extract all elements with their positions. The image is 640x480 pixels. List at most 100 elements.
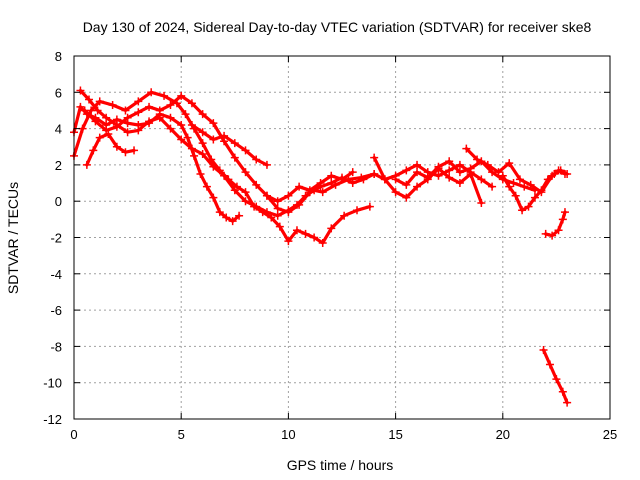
data-point-marker <box>166 124 175 133</box>
data-point-marker <box>284 208 293 217</box>
data-point-marker <box>327 171 336 180</box>
data-point-marker <box>155 106 164 115</box>
series-trace-5 <box>82 130 139 169</box>
data-point-marker <box>230 139 239 148</box>
data-point-marker <box>241 197 250 206</box>
data-point-marker <box>434 171 443 180</box>
data-point-marker <box>520 182 529 191</box>
data-point-marker <box>445 173 454 182</box>
data-point-marker <box>241 188 250 197</box>
y-tick-label: 8 <box>55 49 62 64</box>
data-point-marker <box>292 226 301 235</box>
data-point-marker <box>273 204 282 213</box>
data-point-marker <box>348 168 357 177</box>
data-point-marker <box>301 229 310 238</box>
data-point-marker <box>112 142 121 151</box>
data-point-marker <box>348 179 357 188</box>
data-point-marker <box>402 193 411 202</box>
data-point-marker <box>340 211 349 220</box>
data-point-marker <box>498 171 507 180</box>
y-tick-labels: 8 6 4 2 0 -2 -4 -6 -8 -10 -12 <box>43 49 62 427</box>
data-point-marker <box>466 164 475 173</box>
series-line <box>464 147 567 194</box>
data-point-marker <box>353 206 362 215</box>
series-line <box>190 123 269 167</box>
data-point-marker <box>318 188 327 197</box>
data-point-marker <box>488 182 497 191</box>
data-point-marker <box>85 95 94 104</box>
series-trace-9 <box>391 157 539 195</box>
data-point-marker <box>445 166 454 175</box>
data-point-marker <box>262 191 271 200</box>
x-tick-label: 0 <box>70 427 77 442</box>
data-point-marker <box>550 169 559 178</box>
data-point-marker <box>558 215 567 224</box>
series-trace-12 <box>541 208 569 240</box>
series-trace-2 <box>70 88 374 247</box>
axis-ticks <box>73 55 611 420</box>
data-point-marker <box>554 226 563 235</box>
data-point-marker <box>477 199 486 208</box>
data-point-marker <box>177 91 186 100</box>
data-point-marker <box>284 191 293 200</box>
data-point-marker <box>413 182 422 191</box>
data-point-marker <box>241 146 250 155</box>
data-point-marker <box>230 153 239 162</box>
data-point-marker <box>209 119 218 128</box>
x-tick-label: 10 <box>281 427 295 442</box>
series-trace-11 <box>498 166 572 215</box>
data-point-marker <box>187 120 196 129</box>
data-point-marker <box>541 229 550 238</box>
data-point-marker <box>181 110 190 119</box>
data-point-marker <box>316 182 325 191</box>
data-point-marker <box>215 208 224 217</box>
series-trace-10 <box>462 144 569 197</box>
data-point-marker <box>537 186 546 195</box>
y-tick-label: 4 <box>55 122 62 137</box>
data-point-marker <box>80 106 89 115</box>
y-tick-label: -6 <box>50 303 62 318</box>
data-point-marker <box>305 188 314 197</box>
data-point-marker <box>82 160 91 169</box>
data-point-marker <box>284 237 293 246</box>
data-point-marker <box>518 206 527 215</box>
data-point-marker <box>560 208 569 217</box>
data-point-marker <box>108 101 117 110</box>
data-point-marker <box>209 135 218 144</box>
data-point-marker <box>121 106 130 115</box>
data-point-marker <box>202 182 211 191</box>
data-point-marker <box>220 131 229 140</box>
data-point-marker <box>273 211 282 220</box>
data-traces <box>70 86 572 407</box>
x-tick-label: 5 <box>178 427 185 442</box>
data-point-marker <box>104 130 113 139</box>
data-point-marker <box>310 233 319 242</box>
data-point-marker <box>273 197 282 206</box>
data-point-marker <box>391 175 400 184</box>
data-point-marker <box>262 208 271 217</box>
data-point-marker <box>402 180 411 189</box>
data-point-marker <box>391 188 400 197</box>
data-point-marker <box>155 113 164 122</box>
data-point-marker <box>327 224 336 233</box>
y-tick-label: 0 <box>55 194 62 209</box>
data-point-marker <box>539 346 548 355</box>
data-point-marker <box>370 153 379 162</box>
data-point-marker <box>530 193 539 202</box>
data-point-marker <box>295 200 304 209</box>
data-point-marker <box>209 193 218 202</box>
data-point-marker <box>183 133 192 142</box>
data-point-marker <box>462 144 471 153</box>
data-point-marker <box>524 202 533 211</box>
series-trace-4 <box>80 91 357 206</box>
data-point-marker <box>209 162 218 171</box>
series-trace-3 <box>76 86 379 220</box>
y-axis-label: SDTVAR / TECUs <box>5 182 21 294</box>
series-trace-6 <box>187 120 271 169</box>
data-point-marker <box>515 175 524 184</box>
data-point-marker <box>275 222 284 231</box>
data-point-marker <box>413 168 422 177</box>
data-point-marker <box>252 155 261 164</box>
y-tick-label: -10 <box>43 376 62 391</box>
series-trace-13 <box>539 346 572 407</box>
